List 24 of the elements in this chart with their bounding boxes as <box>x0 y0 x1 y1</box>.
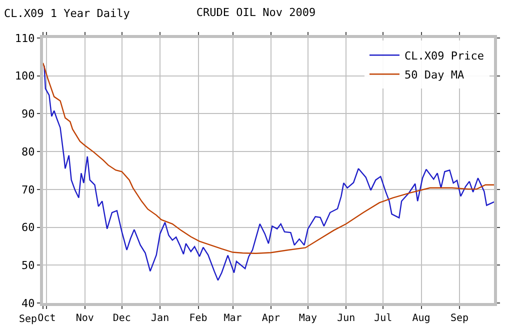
x-tick-label: Jul <box>374 313 392 324</box>
y-tick-label: 100 <box>14 70 35 83</box>
y-tick-label: 40 <box>22 296 35 310</box>
y-tick-label: 70 <box>22 183 35 196</box>
y-tick-label: 80 <box>22 145 35 158</box>
x-tick-label: Oct <box>38 313 56 324</box>
x-tick-label: Jan <box>151 313 170 324</box>
x-tick-label: Aug <box>412 313 430 324</box>
x-tick-label: Feb <box>189 313 208 324</box>
legend-label: CL.X09 Price <box>404 49 484 62</box>
x-tick-label: Mar <box>224 313 242 324</box>
y-tick-label: 50 <box>22 258 35 272</box>
chart-title: CRUDE OIL Nov 2009 <box>196 6 316 20</box>
x-tick-label: Nov <box>76 313 94 324</box>
x-tick-label: Dec <box>112 313 131 324</box>
x-tick-label: Apr <box>262 313 280 324</box>
x-tick-label: May <box>298 313 317 324</box>
text: CL.X09 1 Year Daily <box>4 7 130 20</box>
x-tick-label: Sep <box>450 313 469 324</box>
y-tick-label: 90 <box>22 108 35 121</box>
y-tick-label: 60 <box>22 221 35 234</box>
legend-label: 50 Day MA <box>404 68 464 82</box>
x-tick-label: Jun <box>337 313 356 324</box>
y-tick-label: 110 <box>14 32 35 45</box>
